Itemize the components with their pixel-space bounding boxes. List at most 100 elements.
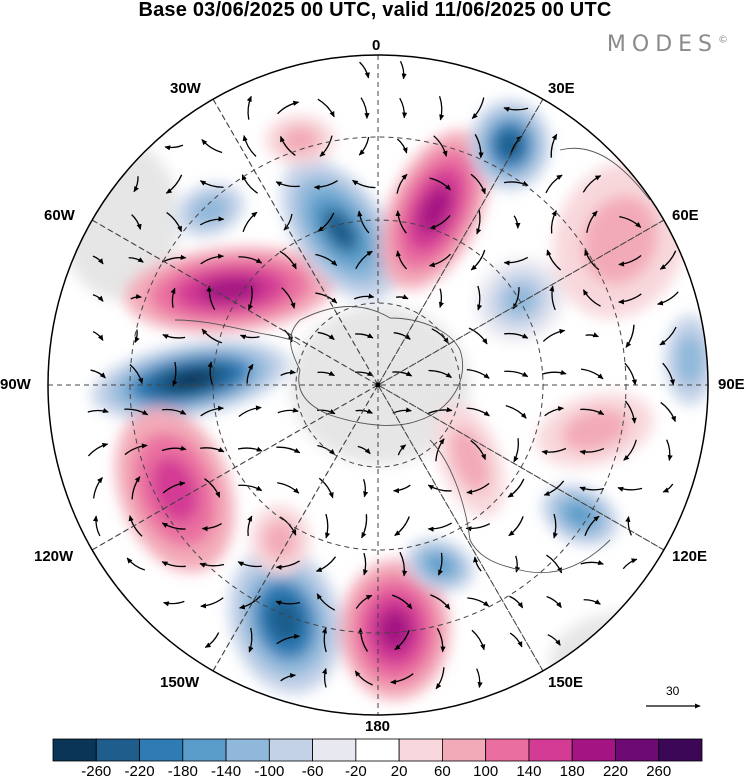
wind-arrow — [87, 442, 109, 457]
lon-label-0: 0 — [372, 37, 381, 54]
anomaly-contour — [497, 131, 523, 159]
wind-arrow — [200, 447, 225, 453]
wind-arrow — [391, 594, 413, 610]
colorbar-tick-label: 180 — [559, 763, 585, 780]
wind-arrow — [427, 484, 452, 492]
colorbar-swatch — [441, 738, 487, 762]
wind-vectors — [87, 60, 679, 690]
wind-arrow — [504, 370, 529, 378]
wind-arrow — [580, 408, 605, 416]
wind-arrow — [283, 329, 293, 343]
colorbar-swatch — [398, 738, 443, 762]
wind-arrow — [200, 597, 224, 609]
wind-arrow — [545, 174, 563, 194]
colorbar-tick-label: -60 — [301, 763, 324, 780]
wind-arrow — [124, 408, 149, 416]
wind-arrow — [279, 516, 297, 536]
wind-arrow — [476, 209, 482, 235]
wind-arrow — [623, 439, 637, 461]
wind-arrow — [355, 594, 373, 609]
lon-label-120w: 120W — [34, 548, 74, 565]
wind-arrow — [275, 600, 301, 606]
wind-arrow — [355, 408, 373, 414]
wind-arrow — [126, 557, 146, 571]
wind-arrow — [92, 255, 104, 265]
wind-arrow — [283, 213, 293, 231]
wind-arrow — [275, 181, 300, 188]
anomaly-contour — [198, 277, 262, 303]
colorbar-swatch — [268, 738, 314, 762]
wind-arrow — [241, 174, 259, 194]
wind-arrow — [363, 552, 368, 576]
wind-arrow — [321, 627, 327, 653]
wind-arrow — [357, 627, 369, 652]
wind-arrow — [466, 368, 490, 379]
wind-arrow — [466, 482, 490, 495]
wind-arrow — [625, 515, 632, 536]
wind-arrow — [90, 369, 106, 379]
wind-arrow — [390, 673, 414, 685]
wind-arrow — [546, 249, 562, 271]
map-border — [47, 54, 709, 716]
wind-arrow — [279, 250, 297, 270]
wind-arrow — [247, 285, 254, 311]
brand-mark: © — [718, 34, 728, 46]
wind-arrow — [277, 482, 300, 494]
wind-arrow — [246, 363, 254, 384]
wind-arrow — [355, 333, 374, 339]
wind-arrow — [276, 633, 301, 645]
lon-label-150w: 150W — [160, 674, 200, 691]
wind-arrow — [201, 139, 223, 154]
colorbar-tick-label: 60 — [434, 763, 451, 780]
wind-arrow — [582, 289, 601, 307]
colorbar-tick-label: 260 — [646, 763, 672, 780]
wind-arrow — [666, 439, 673, 461]
coastline — [174, 147, 651, 574]
wind-arrow — [471, 97, 485, 119]
wind-arrow — [242, 211, 258, 232]
wind-arrow — [399, 551, 408, 577]
map-title: Base 03/06/2025 00 UTC, valid 11/06/2025… — [138, 0, 612, 21]
wind-arrow — [550, 209, 557, 234]
wind-arrow — [395, 294, 409, 300]
wind-arrow — [579, 486, 605, 492]
wind-arrow — [355, 250, 373, 270]
graticule — [48, 55, 708, 715]
wind-arrow — [467, 597, 490, 607]
wind-arrow — [435, 667, 445, 690]
wind-arrow — [617, 486, 643, 492]
lon-label-30w: 30W — [170, 80, 201, 97]
wind-arrow — [618, 254, 642, 267]
wind-arrow — [361, 514, 368, 539]
wind-arrow — [355, 370, 374, 377]
wind-arrow — [393, 332, 411, 340]
colorbar-swatch — [615, 738, 660, 762]
wind-arrow — [280, 135, 296, 156]
wind-arrow — [624, 362, 637, 386]
wind-arrow — [547, 634, 561, 646]
wind-arrow — [315, 253, 338, 266]
anomaly-contour — [426, 554, 454, 576]
wind-arrow — [204, 632, 220, 648]
colorbar-tick-label: -100 — [254, 763, 285, 780]
wind-arrow — [508, 516, 524, 537]
wind-arrow — [470, 249, 486, 271]
wind-arrow — [199, 562, 225, 568]
wind-arrow — [392, 371, 413, 377]
wind-arrow — [662, 362, 676, 386]
wind-arrow — [509, 595, 524, 609]
wind-arrow — [477, 285, 483, 311]
height-anomaly-field — [91, 100, 708, 700]
wind-arrow — [657, 291, 679, 306]
wind-arrow — [472, 556, 482, 572]
wind-arrow — [580, 368, 604, 380]
wind-arrow — [430, 594, 451, 610]
wind-arrow — [585, 332, 599, 338]
anomaly-contour — [378, 608, 412, 652]
wind-arrow — [317, 331, 335, 341]
wind-arrow — [161, 561, 186, 568]
wind-arrow — [550, 133, 558, 158]
wind-arrow — [542, 328, 566, 342]
wind-arrow — [428, 253, 451, 268]
colorbar-swatch — [485, 738, 530, 762]
